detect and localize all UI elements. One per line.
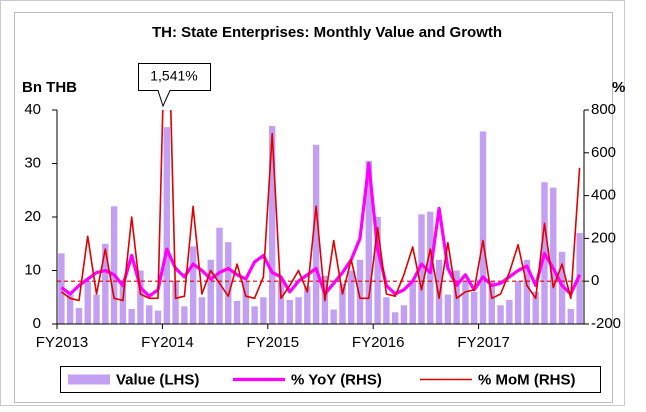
chart-title: TH: State Enterprises: Monthly Value and… [152, 24, 502, 41]
bar [435, 259, 443, 324]
bar [409, 281, 416, 324]
callout-box [138, 63, 211, 108]
bar [330, 309, 337, 324]
y2-tick-label: 200 [591, 229, 616, 246]
bar [356, 259, 364, 324]
x-tick-label: FY2015 [247, 334, 300, 351]
bar [348, 270, 355, 324]
bar [488, 281, 495, 324]
bar [304, 286, 311, 324]
bar [523, 259, 531, 324]
bar [277, 281, 285, 324]
bar [119, 281, 127, 324]
legend-label: % YoY (RHS) [291, 371, 382, 388]
bar [207, 259, 214, 324]
bar [374, 217, 381, 324]
x-tick-label: FY2016 [352, 334, 405, 351]
bar [497, 305, 504, 324]
bar [172, 281, 179, 324]
bar [251, 306, 258, 324]
bar [567, 309, 575, 324]
y2-tick-label: 0 [591, 272, 599, 289]
legend-label: % MoM (RHS) [478, 371, 576, 388]
legend-swatch [68, 374, 110, 385]
bar [514, 281, 522, 324]
x-tick-label: FY2014 [141, 334, 194, 351]
y2-tick-label: 400 [591, 187, 616, 204]
bar [479, 131, 487, 324]
y2-tick-label: 800 [591, 101, 616, 118]
bar [339, 283, 346, 324]
bar [137, 270, 144, 324]
bar [550, 187, 557, 324]
bar [260, 297, 267, 324]
line-series [60, 110, 581, 302]
y-tick-label: 0 [33, 315, 41, 332]
bar [312, 144, 320, 324]
bar [365, 160, 373, 324]
callout: 1,541% [138, 63, 211, 108]
y-tick-label: 30 [24, 154, 41, 171]
legend [60, 366, 601, 393]
bar [391, 312, 399, 324]
bar [128, 309, 135, 324]
bar [225, 242, 232, 324]
bar [418, 214, 425, 324]
bar [102, 243, 109, 324]
bar [462, 281, 469, 324]
bar [198, 297, 206, 324]
bar [286, 299, 293, 324]
bar [471, 291, 478, 324]
y2-tick-label: -200 [591, 315, 621, 332]
x-tick-label: FY2013 [36, 334, 89, 351]
bar [444, 294, 452, 324]
y-tick-label: 10 [24, 261, 41, 278]
bar [146, 305, 153, 324]
y2-axis-label: % [612, 79, 625, 96]
bar [84, 281, 91, 324]
y-tick-label: 40 [24, 101, 41, 118]
annotation: 1,541% [150, 68, 197, 84]
bar [93, 294, 100, 324]
bar [181, 306, 188, 324]
bar [110, 206, 118, 324]
bar [163, 127, 170, 325]
bar [216, 227, 223, 324]
bar [383, 297, 390, 324]
y-axis-label: Bn THB [22, 79, 77, 96]
bar [532, 291, 539, 324]
legend-label: Value (LHS) [116, 371, 199, 388]
bar [189, 246, 197, 324]
bar [242, 281, 250, 324]
line-series [60, 161, 582, 298]
bar [233, 300, 241, 324]
y2-tick-label: 600 [591, 144, 616, 161]
bar [268, 126, 276, 324]
x-tick-label: FY2017 [457, 334, 510, 351]
bar [506, 299, 513, 324]
bar [295, 297, 302, 324]
bar [154, 310, 162, 324]
bar [400, 305, 408, 324]
bar [75, 307, 83, 324]
bar [66, 294, 74, 324]
bar [558, 251, 566, 324]
y-tick-label: 20 [24, 208, 41, 225]
